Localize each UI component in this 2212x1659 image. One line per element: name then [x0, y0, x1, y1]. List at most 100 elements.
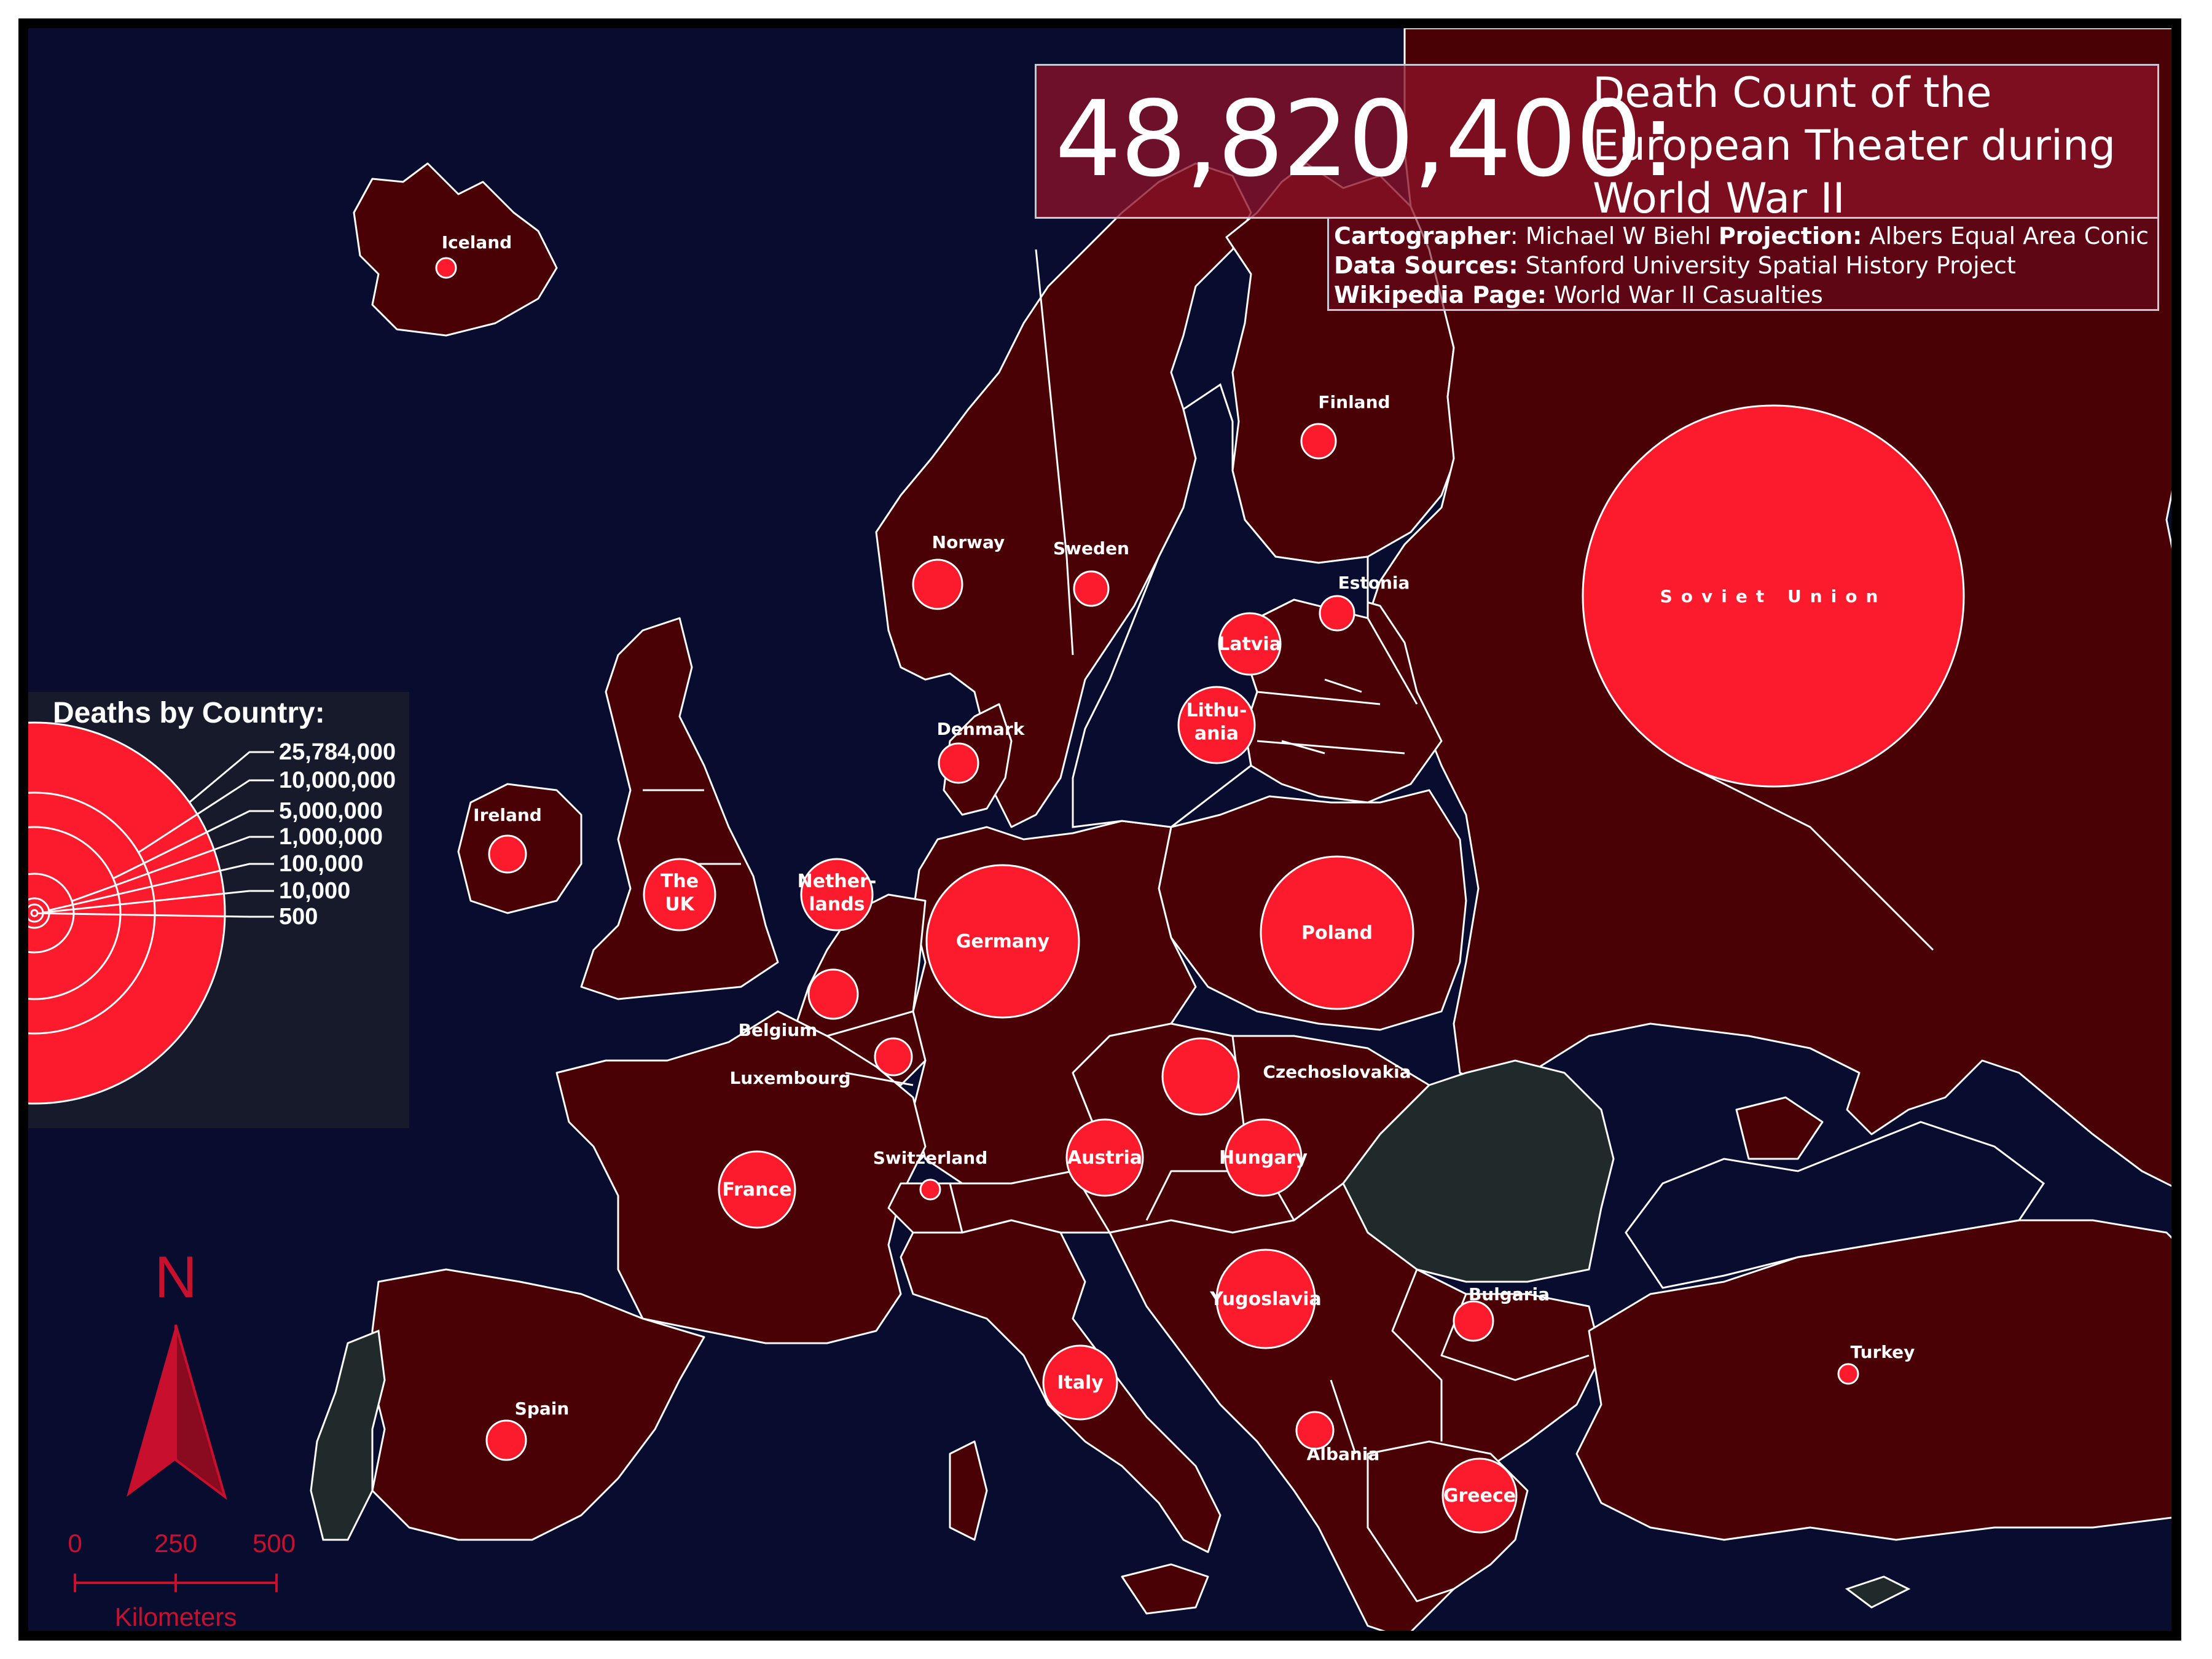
label-ireland: Ireland: [473, 805, 542, 825]
legend-circle-0: [28, 721, 226, 1105]
label-the: The UK: [661, 871, 699, 916]
legend-value-4: 100,000: [279, 851, 363, 877]
circle-france: [718, 1150, 796, 1229]
label-austria: Austria: [1067, 1147, 1142, 1169]
black-sea: [1625, 1121, 2045, 1289]
circle-norway: [912, 559, 963, 610]
label-albania: Albania: [1307, 1444, 1380, 1464]
wiki-name: World War II Casualties: [1554, 281, 1823, 308]
projection-label: Projection:: [1718, 222, 1862, 249]
circle-switzerland: [919, 1179, 941, 1201]
north-arrow-right: [175, 1324, 227, 1500]
label-greece: Greece: [1443, 1485, 1516, 1507]
circle-the: [643, 858, 716, 931]
great-britain-shape: [580, 617, 779, 1000]
death-count: 48,820,400:: [1055, 79, 1676, 200]
legend-circle-1: [28, 791, 156, 1035]
north-arrow: N: [127, 1244, 227, 1500]
circle-germany: [925, 864, 1080, 1019]
leader-lines: [1281, 678, 1362, 755]
circle-soviet-union: [1582, 404, 1965, 788]
crimea-shape: [1735, 1096, 1824, 1160]
credits-line-1: Cartographer: Michael W Biehl Projection…: [1334, 222, 2149, 249]
legend-value-0: 25,784,000: [279, 739, 396, 765]
legend-leader-2: [112, 810, 274, 879]
spain-shape: [371, 1268, 705, 1541]
map-frame: Iceland Finland Norway Sweden Estonia Latvia L…: [18, 18, 2181, 1641]
label-norway: Norway: [932, 532, 1005, 552]
legend-circle-2: [28, 826, 122, 1000]
portugal-shape: [310, 1329, 386, 1541]
label-switzerland: Switzerland: [873, 1148, 988, 1168]
title-line-1: Death Count of the: [1593, 69, 1992, 117]
circle-poland: [1260, 855, 1414, 1010]
label-latvia: Latvia: [1218, 633, 1282, 655]
label-france: France: [722, 1179, 791, 1201]
romania-shape: [1342, 1059, 1615, 1283]
label-hungary: Hungary: [1219, 1147, 1308, 1169]
legend-circles: 25,784,00010,000,0005,000,0001,000,00010…: [28, 721, 396, 1105]
credits-box: Cartographer: Michael W Biehl Projection…: [1327, 219, 2159, 311]
sicily-shape: [1121, 1563, 1209, 1615]
death-circles: Iceland Finland Norway Sweden Estonia Latvia L…: [435, 232, 1965, 1534]
legend-leader-0: [189, 751, 274, 803]
neutral-layer: [310, 1059, 1911, 1609]
north-arrow-left: [127, 1325, 176, 1497]
label-poland: Poland: [1301, 922, 1373, 944]
cartographer-name: Michael W Biehl: [1525, 222, 1711, 249]
circle-spain: [485, 1419, 527, 1461]
north-letter: N: [154, 1244, 197, 1310]
projection-name: Albers Equal Area Conic: [1869, 222, 2149, 249]
sources-name: Stanford University Spatial History Proj…: [1525, 252, 2016, 279]
circle-iceland: [435, 257, 457, 279]
circle-bulgaria: [1453, 1300, 1494, 1342]
label-nether-: Nether-lands: [798, 871, 877, 916]
circle-denmark: [938, 742, 979, 784]
credits-line-2: Data Sources: Stanford University Spatia…: [1334, 251, 2152, 280]
label-soviet-union: Soviet Union: [1660, 586, 1887, 606]
scale-unit: Kilometers: [115, 1602, 237, 1631]
circle-hungary: [1224, 1118, 1303, 1197]
scale-tick-500: 500: [253, 1529, 296, 1558]
legend-leader-1: [138, 779, 274, 853]
cartographer-label: Cartographer: [1334, 222, 1510, 249]
legend-value-3: 1,000,000: [279, 824, 383, 850]
circle-austria: [1065, 1118, 1144, 1197]
wiki-label: Wikipedia Page:: [1334, 281, 1547, 308]
circle-sweden: [1073, 570, 1110, 607]
circle-estonia: [1319, 595, 1355, 632]
legend-value-1: 10,000,000: [279, 767, 396, 793]
legend-leader-3: [71, 836, 274, 902]
circle-greece: [1441, 1457, 1518, 1534]
circle-nether-: [800, 858, 874, 931]
label-spain: Spain: [515, 1398, 570, 1419]
circle-czechoslovakia: [1161, 1037, 1240, 1116]
legend-leader-6: [37, 912, 274, 918]
circle-italy: [1042, 1344, 1118, 1421]
sources-label: Data Sources:: [1334, 252, 1518, 279]
title-line-3: World War II: [1593, 175, 1845, 223]
map-title: Death Count of the European Theater duri…: [1593, 67, 2146, 226]
label-sweden: Sweden: [1053, 538, 1129, 559]
label-bulgaria: Bulgaria: [1469, 1284, 1550, 1304]
label-yugoslavia: Yugoslavia: [1209, 1288, 1321, 1310]
legend-leader-5: [42, 890, 274, 914]
label-luxembourg: Luxembourg: [729, 1068, 850, 1088]
title-box: 48,820,400: Death Count of the European …: [1035, 64, 2159, 223]
label-czechoslovakia: Czechoslovakia: [1263, 1062, 1411, 1082]
iceland-shape: [353, 162, 558, 337]
sardinia-shape: [949, 1440, 988, 1541]
label-turkey: Turkey: [1851, 1342, 1915, 1362]
label-denmark: Denmark: [937, 719, 1026, 739]
label-germany: Germany: [956, 931, 1050, 952]
circle-luxembourg: [874, 1037, 913, 1077]
label-belgium: Belgium: [739, 1020, 818, 1040]
label-estonia: Estonia: [1338, 573, 1410, 593]
circle-ireland: [488, 834, 527, 874]
circle-latvia: [1218, 612, 1282, 676]
label-lithu-: Lithu-ania: [1186, 700, 1247, 745]
circle-lithu-: [1177, 686, 1256, 764]
europe-map: Iceland Finland Norway Sweden Estonia Latvia L…: [28, 28, 2171, 1631]
legend-title: Deaths by Country:: [53, 697, 325, 729]
